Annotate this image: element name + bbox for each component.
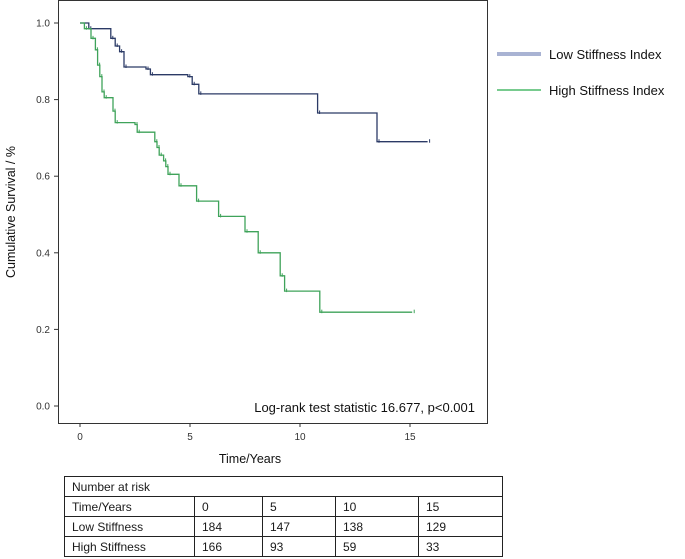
risk-cell: 166 bbox=[194, 536, 263, 557]
risk-cell: 33 bbox=[418, 536, 503, 557]
risk-header-cell: 0 bbox=[194, 496, 263, 517]
legend: Low Stiffness Index High Stiffness Index bbox=[497, 47, 665, 98]
survival-curve-low-stiffness bbox=[80, 22, 428, 143]
risk-cell: 138 bbox=[335, 516, 419, 537]
log-rank-annotation: Log-rank test statistic 16.677, p<0.001 bbox=[254, 400, 475, 415]
risk-row-label: High Stiffness bbox=[64, 536, 195, 557]
x-axis-ticks: 0 5 10 15 bbox=[77, 423, 416, 443]
x-tick-label: 15 bbox=[404, 432, 416, 443]
y-tick-label: 0.2 bbox=[36, 325, 50, 336]
risk-cell: 184 bbox=[194, 516, 263, 537]
risk-header-cell: 15 bbox=[418, 496, 503, 517]
y-tick-label: 0.0 bbox=[36, 402, 50, 413]
x-axis-label: Time/Years bbox=[219, 452, 281, 466]
risk-table-row-low: Low Stiffness 184 147 138 129 bbox=[64, 516, 503, 537]
risk-cell: 147 bbox=[262, 516, 336, 537]
y-axis-ticks: 0.0 0.2 0.4 0.6 0.8 1.0 bbox=[36, 19, 58, 413]
risk-header-cell: 5 bbox=[262, 496, 336, 517]
risk-header-cell: 10 bbox=[335, 496, 419, 517]
survival-curve-high-stiffness bbox=[80, 22, 413, 313]
km-chart: 0.0 0.2 0.4 0.6 0.8 1.0 0 5 10 15 Cumulative Sur… bbox=[4, 0, 665, 466]
legend-label-high-stiffness: High Stiffness Index bbox=[549, 83, 665, 98]
risk-table-title-row: Number at risk bbox=[64, 476, 503, 497]
survival-curves bbox=[80, 22, 431, 314]
risk-table-row-high: High Stiffness 166 93 59 33 bbox=[64, 536, 503, 557]
risk-cell: 129 bbox=[418, 516, 503, 537]
legend-label-low-stiffness: Low Stiffness Index bbox=[549, 47, 662, 62]
plot-frame bbox=[58, 0, 488, 424]
x-tick-label: 10 bbox=[294, 432, 306, 443]
risk-table-header-row: Time/Years 0 5 10 15 bbox=[64, 496, 503, 517]
risk-row-label: Low Stiffness bbox=[64, 516, 195, 537]
risk-header-cell: Time/Years bbox=[64, 496, 195, 517]
y-tick-label: 1.0 bbox=[36, 19, 50, 30]
y-tick-label: 0.8 bbox=[36, 95, 50, 106]
y-tick-label: 0.4 bbox=[36, 248, 50, 259]
risk-cell: 93 bbox=[262, 536, 336, 557]
x-tick-label: 0 bbox=[77, 432, 83, 443]
y-tick-label: 0.6 bbox=[36, 172, 50, 183]
x-tick-label: 5 bbox=[187, 432, 193, 443]
risk-table-title: Number at risk bbox=[64, 476, 503, 497]
number-at-risk-table: Number at risk Time/Years 0 5 10 15 Low … bbox=[64, 476, 503, 557]
y-axis-label: Cumulative Survival / % bbox=[4, 146, 18, 278]
risk-cell: 59 bbox=[335, 536, 419, 557]
